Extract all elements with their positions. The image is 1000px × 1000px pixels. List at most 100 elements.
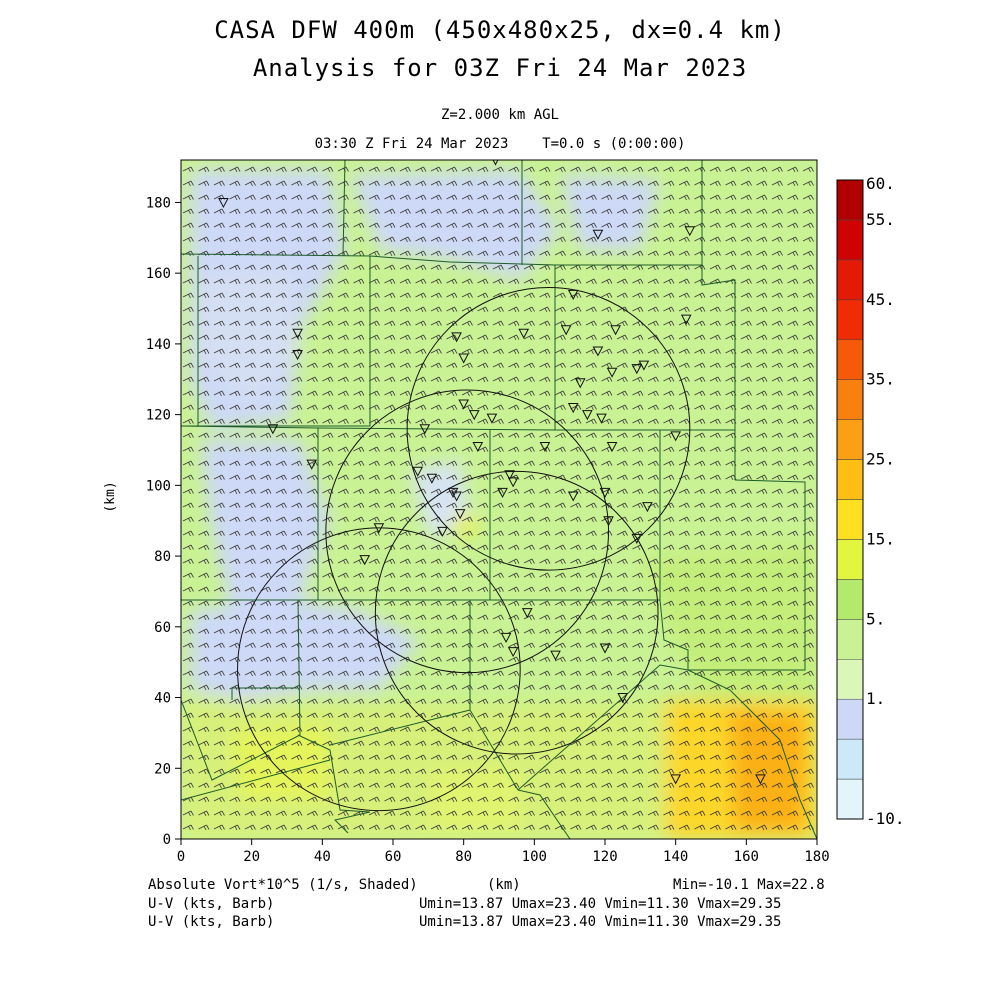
y-tick-label: 120 [146, 408, 171, 424]
x-tick-label: 60 [385, 849, 402, 865]
colorbar-swatch [836, 459, 864, 500]
station-marker [567, 491, 579, 502]
station-marker [638, 360, 650, 371]
station-marker [670, 431, 681, 442]
station-marker [373, 523, 385, 534]
station-marker [567, 403, 579, 414]
wind-barbs [181, 160, 817, 839]
y-tick-label: 40 [154, 691, 171, 707]
chart-title-line2: Analysis for 03Z Fri 24 Mar 2023 [252, 54, 748, 82]
colorbar-swatch [836, 619, 864, 660]
barb-label-1: U-V (kts, Barb) [148, 896, 275, 912]
station-marker [603, 516, 614, 527]
x-tick-label: 80 [455, 849, 472, 865]
x-tick-label: 100 [522, 849, 547, 865]
plot-frame [180, 159, 818, 840]
colorbar-swatch [836, 778, 864, 820]
y-tick-label: 0 [163, 832, 171, 848]
station-marker [582, 410, 593, 421]
station-marker [292, 350, 303, 361]
barb-label-2: U-V (kts, Barb) [148, 914, 275, 930]
y-tick-label: 100 [146, 478, 171, 494]
colorbar-swatch [836, 219, 864, 261]
x-tick-label: 20 [243, 849, 260, 865]
colorbar-label: -10. [866, 809, 905, 828]
station-marker [419, 424, 431, 435]
station-marker [599, 643, 611, 654]
y-tick-label: 20 [154, 761, 171, 777]
colorbar-swatch [836, 339, 864, 380]
station-marker [560, 325, 572, 336]
colorbar-swatch [836, 499, 864, 540]
colorbar-swatch [836, 738, 864, 780]
x-tick-label: 180 [804, 849, 829, 865]
station-marker [606, 441, 618, 453]
barb-stats-1: Umin=13.87 Umax=23.40 Vmin=11.30 Vmax=29… [419, 896, 782, 912]
colorbar-label: 5. [866, 609, 885, 628]
field-description: Absolute Vort*10^5 (1/s, Shaded) [148, 877, 418, 893]
colorbar-swatch [836, 579, 864, 620]
station-marker [631, 364, 643, 375]
colorbar-swatch [836, 659, 864, 700]
y-axis: 0 20 40 60 80 100 120 140 160 180 [146, 195, 181, 848]
station-marker [610, 325, 621, 336]
station-marker [596, 413, 607, 424]
station-marker [458, 353, 469, 364]
station-marker [606, 367, 618, 378]
range-ring-4 [237, 527, 521, 812]
valid-time-label: 03:30 Z Fri 24 Mar 2023 T=0.0 s (0:00:00… [314, 136, 686, 152]
station-marker [458, 399, 469, 410]
radar-range-rings [237, 286, 691, 812]
x-axis-label: (km) [487, 877, 521, 893]
station-marker [592, 229, 604, 240]
y-tick-label: 60 [154, 620, 171, 636]
station-marker [504, 470, 515, 481]
station-marker [617, 693, 628, 704]
colorbar-label: 60. [866, 174, 895, 193]
min-max-summary: Min=-10.1 Max=22.8 [673, 877, 825, 893]
station-marker [426, 473, 438, 484]
station-marker [507, 477, 519, 488]
station-marker [599, 487, 611, 498]
station-marker [218, 197, 229, 209]
colorbar-label: 55. [866, 210, 895, 229]
range-ring-3 [374, 470, 659, 755]
station-marker [497, 487, 508, 498]
station-marker [292, 328, 303, 339]
station-marker [680, 314, 692, 325]
x-tick-label: 140 [663, 849, 688, 865]
station-marker [412, 466, 424, 477]
station-marker [359, 555, 371, 566]
chart-title-line1: CASA DFW 400m (450x480x25, dx=0.4 km) [214, 16, 786, 44]
station-marker [267, 424, 279, 435]
station-marker [468, 410, 480, 421]
station-marker [454, 509, 466, 520]
vorticity-field [181, 160, 817, 839]
station-marker [539, 441, 551, 453]
station-marker [550, 650, 561, 661]
y-tick-label: 80 [154, 549, 171, 565]
x-tick-label: 40 [314, 849, 331, 865]
station-marker [447, 487, 459, 498]
colorbar-swatch [836, 179, 864, 221]
colorbar-swatch [836, 299, 864, 340]
station-marker [486, 413, 498, 424]
colorbar-label: 1. [866, 689, 885, 708]
station-marker [451, 491, 462, 502]
y-tick-label: 180 [146, 195, 171, 211]
colorbar: 60. 55. 45. 35. 25. 15. 5. 1. -10. [836, 174, 905, 828]
colorbar-swatch [836, 419, 864, 460]
station-marker [567, 289, 579, 300]
barb-stats-2: Umin=13.87 Umax=23.40 Vmin=11.30 Vmax=29… [419, 914, 782, 930]
colorbar-label: 35. [866, 370, 895, 389]
colorbar-swatch [836, 698, 864, 740]
range-ring-2 [325, 389, 610, 674]
county-boundaries [181, 160, 817, 839]
station-marker [521, 608, 533, 619]
colorbar-label: 15. [866, 529, 895, 548]
y-tick-label: 160 [146, 266, 171, 282]
range-ring-1 [406, 286, 691, 571]
y-tick-label: 140 [146, 337, 171, 353]
colorbar-label: 45. [866, 290, 895, 309]
